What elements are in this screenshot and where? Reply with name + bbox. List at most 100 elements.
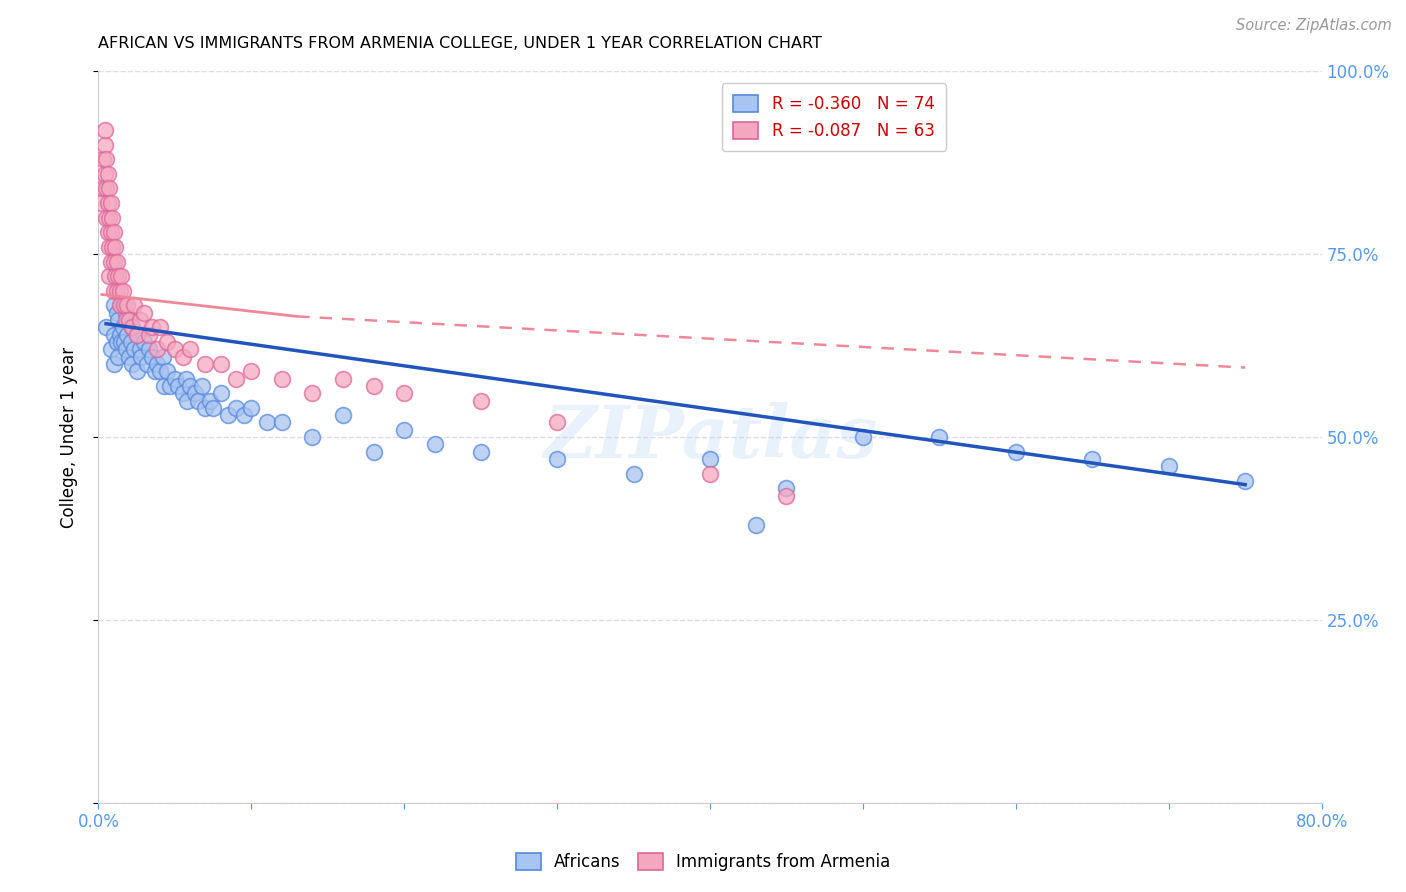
Point	[928, 430, 950, 444]
Point	[217, 408, 239, 422]
Point	[97, 225, 120, 239]
Point	[110, 298, 132, 312]
Point	[122, 298, 145, 312]
Point	[107, 350, 129, 364]
Point	[103, 225, 125, 239]
Point	[91, 152, 114, 166]
Point	[105, 254, 128, 268]
Point	[134, 306, 156, 320]
Point	[103, 284, 125, 298]
Point	[546, 416, 568, 430]
Point	[156, 334, 179, 349]
Point	[101, 211, 124, 225]
Text: Source: ZipAtlas.com: Source: ZipAtlas.com	[1236, 18, 1392, 33]
Point	[546, 452, 568, 467]
Point	[156, 364, 179, 378]
Point	[153, 379, 176, 393]
Point	[117, 327, 139, 342]
Point	[93, 123, 115, 137]
Point	[111, 320, 134, 334]
Point	[136, 357, 159, 371]
Point	[145, 343, 167, 357]
Point	[90, 196, 112, 211]
Point	[363, 379, 385, 393]
Point	[134, 334, 156, 349]
Point	[392, 386, 416, 401]
Point	[104, 269, 127, 284]
Point	[202, 401, 225, 415]
Point	[107, 269, 129, 284]
Point	[225, 401, 247, 415]
Point	[93, 167, 115, 181]
Point	[270, 371, 292, 385]
Point	[101, 240, 124, 254]
Point	[103, 327, 125, 342]
Point	[332, 371, 354, 385]
Point	[174, 371, 197, 385]
Point	[152, 350, 174, 364]
Point	[470, 393, 492, 408]
Point	[198, 393, 221, 408]
Point	[209, 357, 232, 371]
Point	[118, 313, 141, 327]
Point	[225, 371, 247, 385]
Point	[91, 181, 114, 195]
Point	[141, 350, 163, 364]
Point	[167, 379, 190, 393]
Point	[112, 334, 135, 349]
Point	[775, 481, 797, 495]
Point	[94, 211, 117, 225]
Point	[105, 284, 128, 298]
Point	[470, 444, 492, 458]
Point	[332, 408, 354, 422]
Point	[105, 334, 128, 349]
Point	[699, 467, 721, 481]
Point	[115, 343, 138, 357]
Point	[108, 327, 131, 342]
Point	[121, 357, 143, 371]
Point	[100, 254, 122, 268]
Point	[129, 350, 152, 364]
Point	[138, 327, 160, 342]
Point	[270, 416, 292, 430]
Point	[97, 167, 120, 181]
Point	[194, 401, 217, 415]
Point	[301, 386, 323, 401]
Point	[240, 401, 263, 415]
Point	[104, 240, 127, 254]
Point	[97, 196, 120, 211]
Point	[94, 320, 117, 334]
Point	[191, 379, 214, 393]
Point	[163, 343, 186, 357]
Y-axis label: College, Under 1 year: College, Under 1 year	[59, 346, 77, 528]
Point	[423, 437, 446, 451]
Point	[108, 298, 131, 312]
Point	[699, 452, 721, 467]
Text: AFRICAN VS IMMIGRANTS FROM ARMENIA COLLEGE, UNDER 1 YEAR CORRELATION CHART: AFRICAN VS IMMIGRANTS FROM ARMENIA COLLE…	[98, 36, 823, 51]
Point	[98, 211, 121, 225]
Point	[128, 313, 150, 327]
Point	[128, 343, 150, 357]
Point	[115, 313, 138, 327]
Point	[112, 298, 135, 312]
Point	[118, 313, 141, 327]
Point	[745, 517, 768, 532]
Point	[103, 254, 125, 268]
Point	[117, 298, 139, 312]
Point	[172, 386, 194, 401]
Point	[98, 269, 121, 284]
Point	[115, 306, 138, 320]
Point	[143, 364, 166, 378]
Point	[232, 408, 254, 422]
Point	[94, 181, 117, 195]
Point	[194, 357, 217, 371]
Point	[179, 343, 201, 357]
Point	[145, 357, 167, 371]
Point	[623, 467, 645, 481]
Text: ZIPatlas: ZIPatlas	[543, 401, 877, 473]
Point	[179, 379, 201, 393]
Point	[111, 284, 134, 298]
Point	[172, 350, 194, 364]
Point	[176, 393, 198, 408]
Point	[301, 430, 323, 444]
